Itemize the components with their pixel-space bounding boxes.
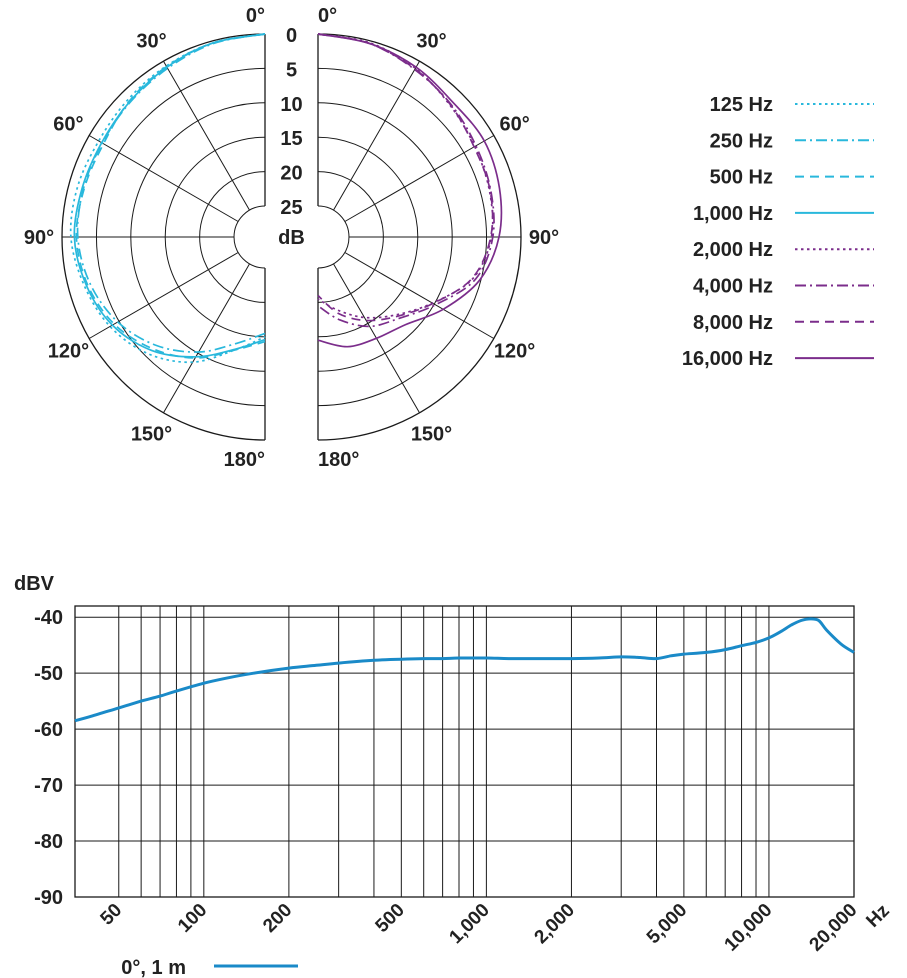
polar-angle-label-90-right: 90° xyxy=(529,227,559,249)
x-tick-label-3: 500 xyxy=(372,900,409,937)
polar-legend-label-4: 2,000 Hz xyxy=(693,239,773,261)
x-tick-label-1: 100 xyxy=(174,900,211,937)
polar-series-line-4 xyxy=(317,33,494,319)
polar-series-line-7 xyxy=(317,33,503,348)
x-tick-label-7: 10,000 xyxy=(721,900,777,956)
polar-legend-label-6: 8,000 Hz xyxy=(693,312,773,334)
x-tick-label-8: 20,000 xyxy=(806,900,862,956)
polar-ring-25-right xyxy=(317,205,350,269)
polar-ring-25-left xyxy=(233,205,266,269)
polar-radial-tick-25: 25 xyxy=(280,197,302,219)
polar-spoke-60-right xyxy=(344,135,495,222)
y-tick-label-4: -80 xyxy=(34,831,63,853)
polar-legend-label-1: 250 Hz xyxy=(710,130,773,152)
polar-angle-label-180-right: 180° xyxy=(318,449,359,471)
polar-angle-label-0-left: 0° xyxy=(246,5,265,27)
polar-angle-label-90-left: 90° xyxy=(24,227,54,249)
y-axis-label: dBV xyxy=(14,573,55,595)
x-tick-label-2: 200 xyxy=(259,900,296,937)
polar-legend-label-5: 4,000 Hz xyxy=(693,276,773,298)
polar-spoke-120-left xyxy=(88,252,239,339)
polar-angle-label-30-right: 30° xyxy=(416,30,446,52)
polar-series-line-5 xyxy=(317,33,495,328)
polar-series-line-1 xyxy=(76,33,266,353)
polar-radial-tick-10: 10 xyxy=(280,94,302,116)
polar-legend-label-3: 1,000 Hz xyxy=(693,203,773,225)
polar-spoke-60-left xyxy=(88,135,239,222)
polar-series-line-0 xyxy=(69,33,266,364)
x-tick-label-4: 1,000 xyxy=(445,900,493,948)
polar-angle-label-120-left: 120° xyxy=(48,341,89,363)
polar-angle-label-180-left: 180° xyxy=(224,449,265,471)
polar-legend-label-7: 16,000 Hz xyxy=(682,348,773,370)
polar-radial-unit: dB xyxy=(278,227,305,249)
polar-radial-tick-5: 5 xyxy=(286,59,297,81)
y-tick-label-3: -70 xyxy=(34,775,63,797)
y-tick-label-2: -60 xyxy=(34,719,63,741)
x-tick-label-0: 50 xyxy=(97,900,127,930)
polar-angle-label-150-right: 150° xyxy=(411,424,452,446)
y-tick-label-5: -90 xyxy=(34,887,63,909)
polar-spoke-30-left xyxy=(163,60,250,211)
polar-angle-label-150-left: 150° xyxy=(131,424,172,446)
polar-angle-label-60-right: 60° xyxy=(499,114,529,136)
plot-frame xyxy=(74,605,855,898)
polar-series-line-2 xyxy=(75,33,266,359)
polar-series-line-3 xyxy=(73,33,266,358)
polar-spoke-30-right xyxy=(333,60,420,211)
polar-angle-label-30-left: 30° xyxy=(136,30,166,52)
response-series-line-0 xyxy=(74,617,855,723)
response-legend-label: 0°, 1 m xyxy=(121,957,186,978)
polar-angle-label-120-right: 120° xyxy=(494,341,535,363)
polar-spoke-150-left xyxy=(163,263,250,414)
polar-radial-tick-20: 20 xyxy=(280,163,302,185)
polar-angle-label-60-left: 60° xyxy=(53,114,83,136)
y-tick-label-0: -40 xyxy=(34,607,63,629)
x-tick-label-5: 2,000 xyxy=(531,900,579,948)
x-axis-label: Hz xyxy=(862,900,893,931)
frequency-response-chart: -40 -50 -60 -70 -80 -90 dBV 50 100 200 500 1,000 2,0… xyxy=(14,573,894,956)
y-tick-label-1: -50 xyxy=(34,663,63,685)
frequency-response-legend: 0°, 1 m xyxy=(121,957,298,978)
polar-angle-label-0-right: 0° xyxy=(318,5,337,27)
polar-legend-label-0: 125 Hz xyxy=(710,94,773,116)
x-tick-label-6: 5,000 xyxy=(643,900,691,948)
polar-radial-tick-15: 15 xyxy=(280,128,302,150)
polar-radial-scale: 0 5 10 15 20 25 dB xyxy=(278,25,305,249)
polar-plot-right: 0° 30° 60° 90° 120° 150° 180° xyxy=(317,5,559,471)
polar-radial-tick-0: 0 xyxy=(286,25,297,47)
polar-plot-left: 0° 30° 60° 90° 120° 150° 180° xyxy=(24,5,266,471)
polar-legend-label-2: 500 Hz xyxy=(710,167,773,189)
polar-legend: 125 Hz 250 Hz 500 Hz 1,000 Hz 2,000 Hz 4,000 … xyxy=(682,94,874,370)
polar-spoke-120-right xyxy=(344,252,495,339)
